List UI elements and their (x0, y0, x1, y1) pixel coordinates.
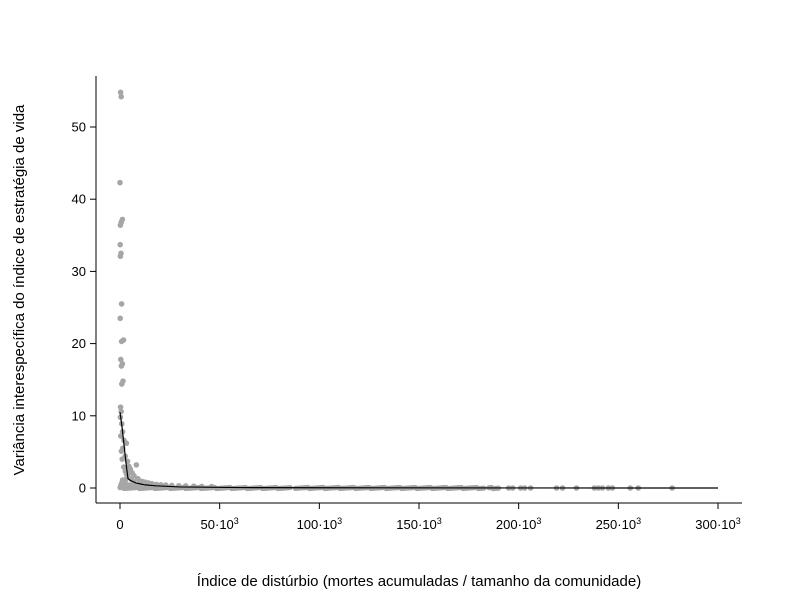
data-point (120, 464, 127, 470)
data-marks (117, 89, 719, 492)
x-tick-label: 100·103 (297, 516, 343, 532)
data-point (118, 448, 125, 454)
y-tick-label: 20 (72, 336, 86, 351)
fit-line (119, 412, 719, 489)
data-point (118, 93, 124, 100)
y-tick-label: 0 (79, 481, 86, 496)
data-point (117, 356, 124, 363)
data-point (117, 253, 124, 260)
data-point (123, 440, 130, 447)
x-tick-label: 300·103 (695, 516, 741, 532)
data-point (133, 462, 140, 468)
x-tick-label: 50·103 (201, 516, 239, 532)
data-point (117, 179, 123, 186)
x-tick-label: 150·103 (396, 516, 442, 532)
data-point (122, 476, 129, 483)
x-tick-label: 200·103 (496, 516, 542, 532)
y-ticks: 0 10 20 30 40 50 (72, 120, 96, 496)
data-point (118, 363, 125, 369)
data-point (118, 408, 124, 415)
data-point (119, 456, 125, 462)
data-point (118, 338, 125, 345)
y-tick-label: 50 (72, 120, 86, 135)
y-tick-label: 30 (72, 264, 86, 279)
data-point (118, 301, 125, 307)
x-tick-label: 250·103 (596, 516, 642, 532)
data-point (117, 315, 123, 322)
data-point (117, 241, 123, 248)
x-ticks: 0 50·103 100·103 150·103 200·103 250·103 300·1… (116, 503, 741, 532)
data-point (118, 381, 125, 387)
y-tick-label: 40 (72, 192, 86, 207)
data-point (117, 89, 124, 96)
axes (95, 76, 742, 504)
data-point (117, 433, 124, 439)
x-tick-label: 0 (116, 517, 123, 532)
data-point (117, 404, 124, 410)
y-axis-title: Variância interespecífica do índice de e… (11, 104, 28, 475)
x-axis-title: Índice de distúrbio (mortes acumuladas /… (197, 573, 641, 590)
y-tick-label: 10 (72, 408, 86, 423)
data-point (117, 222, 124, 228)
